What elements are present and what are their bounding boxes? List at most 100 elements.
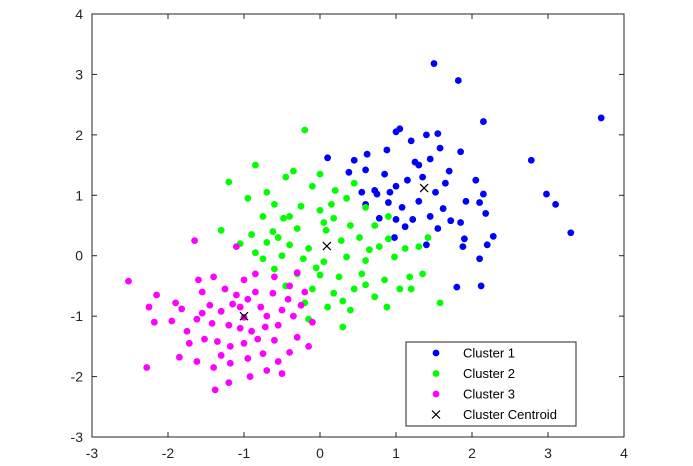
cluster-2-point	[362, 203, 369, 211]
cluster-3-point	[244, 355, 252, 362]
cluster-1-point	[457, 219, 464, 226]
cluster-2-point	[339, 323, 347, 331]
cluster-centroid-marker	[239, 311, 249, 321]
cluster-2-point	[297, 202, 305, 210]
cluster-1-point	[398, 203, 406, 211]
cluster-1-point	[426, 155, 434, 163]
cluster-3-point	[246, 373, 254, 380]
cluster-2-point	[331, 187, 339, 194]
cluster-3-point	[201, 335, 208, 343]
y-tick-label: -2	[71, 369, 84, 385]
cluster-2-point	[320, 219, 328, 226]
x-tick-label: -1	[238, 445, 251, 461]
cluster-3-point	[225, 379, 233, 387]
cluster-2-point	[356, 234, 363, 241]
cluster-2-point	[271, 200, 278, 208]
legend-label-cluster-centroid: Cluster Centroid	[463, 407, 557, 422]
cluster-2-point	[350, 179, 358, 187]
y-tick-label: 2	[75, 127, 83, 143]
cluster-3-point	[263, 312, 271, 320]
data-points	[125, 60, 605, 394]
cluster-3-point	[263, 367, 271, 374]
cluster-1-point	[489, 232, 497, 240]
cluster-1-point	[442, 179, 449, 187]
y-axis-ticks: -3 -2 -1 0 1 2 3 4	[71, 6, 624, 445]
cluster-3-point	[252, 288, 259, 296]
cluster-2-point	[406, 273, 414, 281]
cluster-2-point	[337, 237, 345, 245]
cluster-1-point	[436, 144, 444, 152]
cluster-2-point	[316, 206, 324, 214]
cluster-2-point	[335, 273, 343, 281]
cluster-3-point	[217, 352, 225, 359]
cluster-1-point	[358, 188, 366, 196]
cluster-3-point	[172, 299, 180, 307]
cluster-1-point	[385, 199, 392, 206]
cluster-3-point	[178, 305, 186, 313]
cluster-1-point	[392, 182, 400, 190]
cluster-2-point	[401, 245, 409, 252]
cluster-2-point	[343, 253, 350, 261]
cluster-3-point	[293, 269, 301, 277]
y-tick-label: -3	[71, 429, 84, 445]
cluster-2-point	[362, 281, 369, 289]
cluster-1-point	[401, 223, 409, 231]
cluster-3-point	[193, 358, 201, 365]
cluster-3-point	[193, 315, 201, 323]
cluster-2-point	[381, 276, 388, 284]
cluster-3-point	[286, 282, 293, 290]
cluster-3-point	[198, 288, 206, 296]
x-tick-label: -2	[162, 445, 175, 461]
cluster-1-point	[447, 217, 455, 225]
cluster-3-point	[210, 273, 218, 281]
cluster-3-point	[191, 237, 199, 245]
cluster-3-point	[278, 370, 286, 377]
cluster-2-point	[280, 214, 287, 222]
cluster-3-point	[236, 324, 244, 332]
cluster-1-point	[459, 243, 467, 251]
cluster-3-point	[229, 300, 237, 308]
cluster-2-point	[385, 213, 392, 220]
legend-label-cluster-2: Cluster 2	[463, 366, 515, 381]
cluster-2-point	[391, 253, 398, 261]
x-tick-label: 3	[544, 445, 552, 461]
cluster-2-point	[415, 243, 423, 251]
cluster-2-point	[366, 246, 373, 254]
cluster-2-point	[371, 222, 379, 229]
cluster-2-point	[328, 200, 335, 208]
cluster-2-point	[309, 285, 316, 293]
cluster-1-point	[552, 200, 559, 208]
x-tick-label: -3	[86, 445, 99, 461]
cluster-3-point	[226, 342, 234, 350]
cluster-2-point	[282, 173, 290, 181]
cluster-3-point	[225, 321, 233, 329]
cluster-1-point	[407, 137, 415, 145]
cluster-2-point	[259, 255, 267, 263]
cluster-2-point	[343, 194, 350, 202]
y-tick-label: 0	[75, 248, 83, 264]
cluster-1-point	[426, 213, 434, 220]
cluster-1-point	[434, 225, 442, 232]
cluster-2-point	[324, 303, 331, 311]
cluster-2-point	[330, 214, 338, 222]
cluster-1-point	[476, 199, 483, 206]
x-tick-label: 0	[316, 445, 324, 461]
cluster-centroid-marker	[419, 183, 429, 193]
cluster-1-point	[477, 282, 485, 290]
cluster-3-point	[297, 301, 305, 309]
cluster-3-point	[257, 303, 265, 311]
cluster-1-point	[415, 197, 423, 205]
cluster-3-point	[301, 288, 309, 296]
cluster-3-point	[254, 335, 262, 343]
cluster-1-point	[419, 173, 426, 181]
cluster-2-point	[259, 213, 267, 220]
cluster-2-point	[290, 167, 297, 175]
cluster-3-point	[305, 342, 312, 350]
y-tick-label: 1	[75, 187, 83, 203]
cluster-1-point	[453, 283, 461, 291]
legend: Cluster 1 Cluster 2 Cluster 3 Cluster Centr…	[405, 341, 577, 427]
cluster-1-point	[439, 205, 447, 212]
cluster-3-point	[271, 273, 278, 281]
cluster-2-point	[263, 188, 271, 196]
